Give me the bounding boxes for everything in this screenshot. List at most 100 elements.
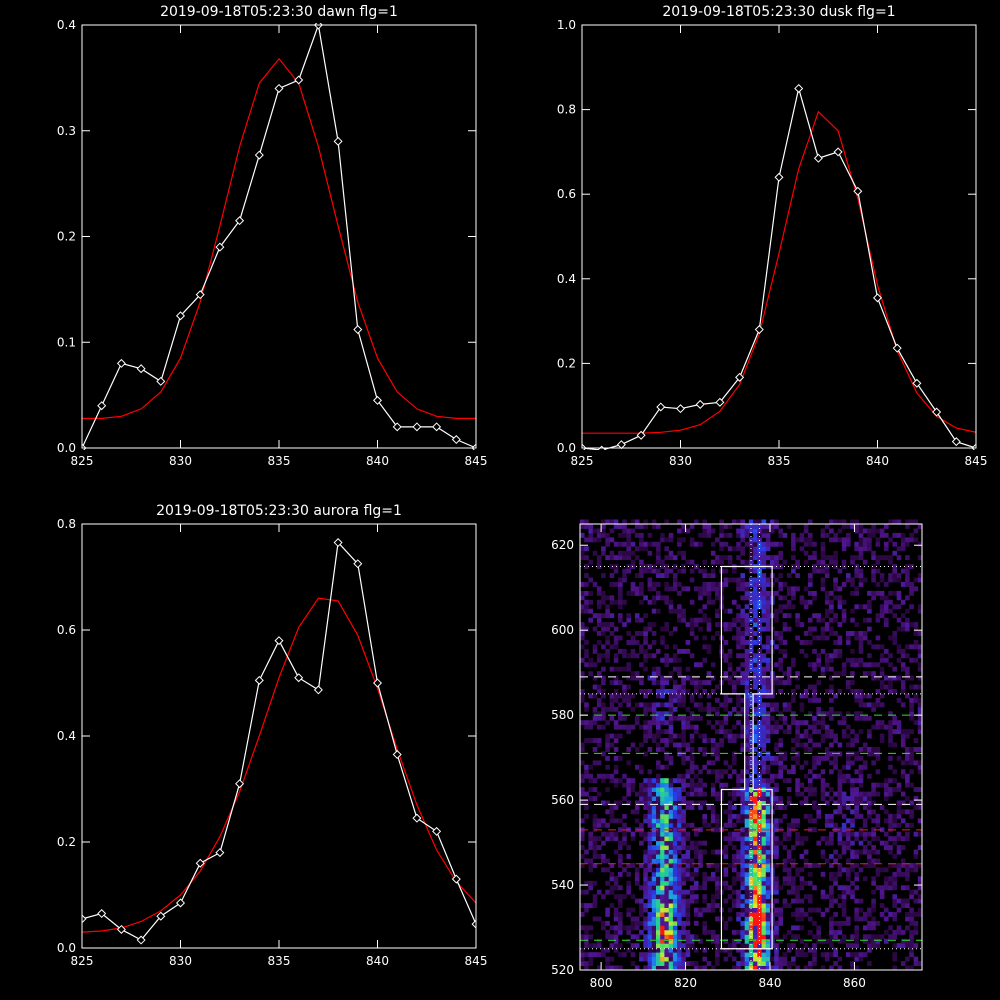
heatmap-cell bbox=[892, 929, 897, 935]
heatmap-cell bbox=[791, 711, 796, 717]
data-point bbox=[82, 443, 87, 450]
heatmap-cell bbox=[689, 568, 695, 574]
heatmap-cell bbox=[698, 827, 703, 833]
heatmap-cell bbox=[808, 871, 813, 877]
heatmap-cell bbox=[580, 622, 585, 627]
heatmap-cell bbox=[816, 680, 821, 685]
heatmap-cell bbox=[715, 613, 720, 619]
heatmap-cell bbox=[677, 537, 682, 543]
heatmap-cell bbox=[651, 564, 657, 569]
heatmap-cell bbox=[656, 885, 661, 891]
heatmap-cell bbox=[689, 524, 695, 529]
heatmap-cell bbox=[748, 764, 754, 770]
heatmap-cell bbox=[664, 818, 669, 824]
heatmap-cell bbox=[660, 965, 665, 971]
heatmap-cell bbox=[668, 778, 674, 784]
heatmap-cell bbox=[820, 586, 826, 592]
heatmap-cell bbox=[850, 787, 855, 792]
heatmap-cell bbox=[596, 684, 602, 690]
heatmap-cell bbox=[761, 559, 767, 565]
heatmap-cell bbox=[618, 541, 623, 547]
heatmap-cell bbox=[668, 889, 674, 895]
y-tick-label: 0.8 bbox=[557, 103, 576, 117]
heatmap-cell bbox=[744, 532, 750, 538]
heatmap-cell bbox=[774, 920, 779, 926]
heatmap-cell bbox=[622, 573, 627, 578]
heatmap-cell bbox=[647, 840, 653, 846]
heatmap-cell bbox=[723, 640, 729, 645]
heatmap-cell bbox=[761, 706, 767, 712]
heatmap-cell bbox=[862, 934, 868, 940]
heatmap-cell bbox=[664, 689, 669, 694]
heatmap-cell bbox=[656, 845, 661, 850]
heatmap-cell bbox=[761, 764, 767, 770]
heatmap-cell bbox=[795, 965, 800, 971]
heatmap-cell bbox=[799, 836, 805, 842]
heatmap-cell bbox=[656, 724, 661, 730]
heatmap-cell bbox=[588, 693, 593, 699]
heatmap-cell bbox=[850, 555, 855, 561]
chart-title: 2019-09-18T05:23:30 dusk flg=1 bbox=[662, 4, 895, 20]
heatmap-cell bbox=[795, 787, 800, 792]
heatmap-cell bbox=[622, 532, 627, 538]
heatmap-cell bbox=[757, 831, 762, 837]
heatmap-cell bbox=[580, 675, 585, 681]
heatmap-cell bbox=[879, 657, 885, 663]
heatmap-cell bbox=[812, 952, 817, 958]
heatmap-cell bbox=[744, 836, 750, 842]
heatmap-cell bbox=[892, 564, 897, 569]
heatmap-cell bbox=[892, 854, 897, 859]
heatmap-cell bbox=[753, 938, 758, 944]
heatmap-cell bbox=[900, 733, 906, 739]
heatmap-cell bbox=[833, 640, 838, 645]
heatmap-cell bbox=[820, 738, 826, 743]
data-point bbox=[892, 343, 902, 353]
heatmap-cell bbox=[913, 898, 919, 904]
heatmap-cell bbox=[905, 622, 910, 627]
heatmap-cell bbox=[647, 934, 653, 940]
heatmap-cell bbox=[740, 907, 745, 913]
heatmap-cell bbox=[584, 582, 589, 587]
heatmap-cell bbox=[710, 787, 716, 792]
heatmap-cell bbox=[647, 675, 653, 681]
heatmap-cell bbox=[778, 796, 783, 801]
heatmap-cell bbox=[757, 782, 762, 788]
heatmap-cell bbox=[841, 934, 847, 940]
heatmap-cell bbox=[858, 755, 864, 761]
data-series-line bbox=[582, 88, 976, 450]
heatmap-cell bbox=[643, 626, 648, 632]
heatmap-cell bbox=[753, 760, 758, 766]
heatmap-cell bbox=[846, 916, 851, 922]
heatmap-cell bbox=[795, 782, 800, 788]
heatmap-cell bbox=[833, 537, 838, 543]
heatmap-cell bbox=[685, 805, 691, 810]
heatmap-cell bbox=[778, 555, 783, 561]
heatmap-cell bbox=[774, 747, 779, 752]
heatmap-cell bbox=[715, 894, 720, 900]
heatmap-cell bbox=[660, 863, 665, 868]
heatmap-cell bbox=[862, 805, 868, 810]
data-point bbox=[616, 440, 626, 450]
heatmap-cell bbox=[888, 653, 893, 659]
heatmap-cell bbox=[609, 715, 615, 721]
heatmap-cell bbox=[774, 934, 779, 940]
heatmap-cell bbox=[727, 831, 733, 837]
heatmap-cell bbox=[854, 929, 859, 935]
heatmap-cell bbox=[846, 751, 851, 757]
heatmap-cell bbox=[727, 577, 733, 583]
series-layer bbox=[82, 23, 476, 450]
heatmap-cell bbox=[761, 836, 767, 842]
heatmap-cell bbox=[909, 684, 914, 690]
heatmap-cell bbox=[618, 863, 623, 868]
heatmap-cell bbox=[668, 724, 674, 730]
heatmap-cell bbox=[913, 631, 919, 636]
heatmap-cell bbox=[761, 943, 767, 949]
heatmap-cell bbox=[909, 644, 914, 650]
heatmap-cell bbox=[723, 706, 729, 712]
heatmap-cell bbox=[765, 582, 771, 587]
heatmap-cell bbox=[723, 622, 729, 627]
heatmap-cell bbox=[820, 648, 826, 654]
heatmap-cell bbox=[884, 809, 889, 815]
y-tick-label: 580 bbox=[551, 708, 574, 722]
heatmap-cell bbox=[858, 697, 864, 703]
